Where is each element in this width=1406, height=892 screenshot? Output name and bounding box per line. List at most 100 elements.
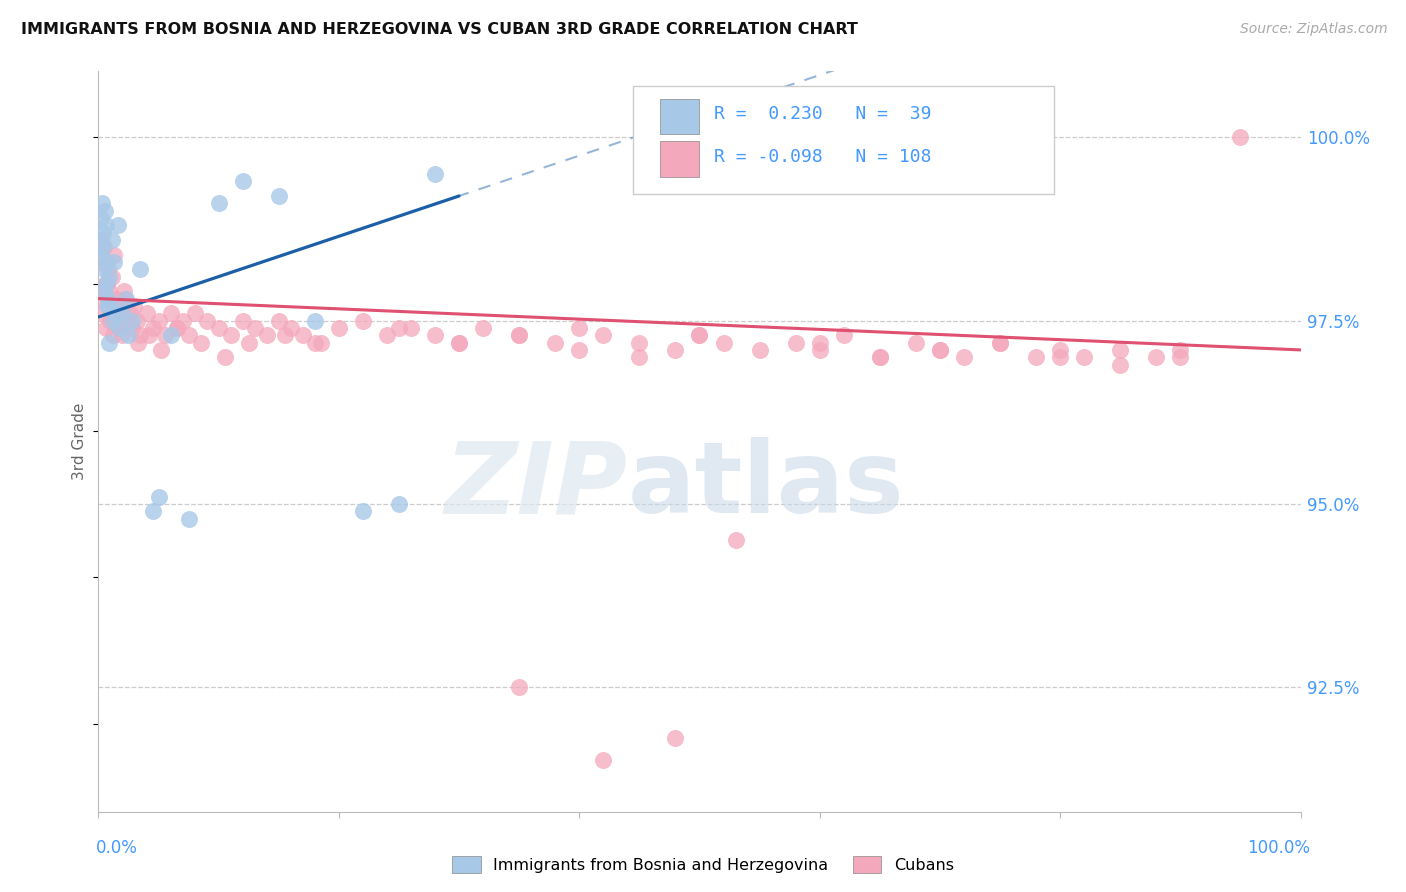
Point bbox=[166, 321, 188, 335]
Point bbox=[100, 299, 122, 313]
Point bbox=[928, 343, 950, 357]
Point bbox=[117, 328, 139, 343]
Point bbox=[125, 313, 148, 327]
Text: ZIP: ZIP bbox=[444, 437, 627, 534]
Point bbox=[472, 321, 495, 335]
Point bbox=[177, 511, 200, 525]
Point bbox=[1109, 358, 1132, 372]
Point bbox=[423, 167, 446, 181]
Point bbox=[159, 306, 181, 320]
Point bbox=[208, 196, 231, 211]
Point bbox=[115, 292, 138, 306]
Point bbox=[232, 313, 254, 327]
Point bbox=[91, 196, 114, 211]
Point bbox=[148, 313, 170, 327]
Point bbox=[808, 335, 831, 350]
Text: atlas: atlas bbox=[627, 437, 904, 534]
Point bbox=[592, 328, 614, 343]
Point bbox=[869, 350, 891, 364]
Point bbox=[100, 269, 122, 284]
Point bbox=[90, 255, 112, 269]
Point bbox=[93, 240, 115, 254]
Point bbox=[111, 328, 134, 343]
Point bbox=[1144, 350, 1167, 364]
Point bbox=[117, 313, 139, 327]
Point bbox=[689, 328, 711, 343]
Point bbox=[90, 233, 112, 247]
Point bbox=[267, 189, 290, 203]
Point bbox=[96, 299, 118, 313]
Point bbox=[304, 335, 326, 350]
Point bbox=[447, 335, 470, 350]
Point bbox=[91, 306, 114, 320]
Point bbox=[118, 306, 141, 320]
Point bbox=[304, 313, 326, 327]
Point bbox=[628, 335, 651, 350]
Point bbox=[713, 335, 735, 350]
Point bbox=[101, 306, 124, 320]
Point bbox=[101, 313, 124, 327]
Point bbox=[291, 328, 314, 343]
Point bbox=[141, 504, 163, 518]
Point bbox=[91, 226, 114, 240]
Point bbox=[107, 321, 129, 335]
Point bbox=[1170, 343, 1192, 357]
Point bbox=[127, 335, 149, 350]
Text: 0.0%: 0.0% bbox=[96, 838, 138, 856]
Point bbox=[1229, 130, 1251, 145]
Point bbox=[214, 350, 236, 364]
Point bbox=[508, 680, 530, 694]
Point bbox=[121, 313, 143, 327]
Point bbox=[129, 328, 152, 343]
Point bbox=[108, 306, 131, 320]
Point bbox=[628, 350, 651, 364]
Point bbox=[447, 335, 470, 350]
Point bbox=[96, 255, 118, 269]
Point bbox=[111, 306, 134, 320]
Point bbox=[172, 313, 194, 327]
Point bbox=[280, 321, 302, 335]
Point bbox=[94, 321, 117, 335]
Point bbox=[138, 328, 160, 343]
Point bbox=[159, 328, 181, 343]
FancyBboxPatch shape bbox=[659, 99, 700, 135]
Text: 100.0%: 100.0% bbox=[1247, 838, 1310, 856]
Text: IMMIGRANTS FROM BOSNIA AND HERZEGOVINA VS CUBAN 3RD GRADE CORRELATION CHART: IMMIGRANTS FROM BOSNIA AND HERZEGOVINA V… bbox=[21, 22, 858, 37]
Point bbox=[375, 328, 398, 343]
Point bbox=[388, 321, 411, 335]
Point bbox=[100, 233, 122, 247]
Point bbox=[103, 255, 125, 269]
Point bbox=[93, 262, 115, 277]
Point bbox=[129, 262, 152, 277]
Point bbox=[110, 299, 132, 313]
Point bbox=[104, 306, 127, 320]
Point bbox=[988, 335, 1011, 350]
Point bbox=[388, 497, 411, 511]
Point bbox=[91, 292, 114, 306]
Point bbox=[98, 269, 121, 284]
Point bbox=[748, 343, 770, 357]
Point bbox=[352, 504, 374, 518]
Point bbox=[544, 335, 567, 350]
Point bbox=[352, 313, 374, 327]
Point bbox=[108, 321, 131, 335]
Point bbox=[97, 335, 120, 350]
Point bbox=[664, 731, 686, 746]
Point bbox=[904, 335, 927, 350]
Point bbox=[166, 321, 188, 335]
Point bbox=[1170, 350, 1192, 364]
Point bbox=[94, 203, 117, 218]
Point bbox=[100, 313, 122, 327]
Point bbox=[98, 299, 121, 313]
Point bbox=[423, 328, 446, 343]
Point bbox=[149, 343, 172, 357]
Point bbox=[124, 299, 146, 313]
Point bbox=[93, 285, 115, 299]
Point bbox=[953, 350, 976, 364]
Point bbox=[808, 343, 831, 357]
Point bbox=[785, 335, 807, 350]
Point bbox=[107, 219, 129, 233]
Point bbox=[89, 233, 111, 247]
Point bbox=[183, 306, 205, 320]
Legend: Immigrants from Bosnia and Herzegovina, Cubans: Immigrants from Bosnia and Herzegovina, … bbox=[446, 849, 960, 880]
